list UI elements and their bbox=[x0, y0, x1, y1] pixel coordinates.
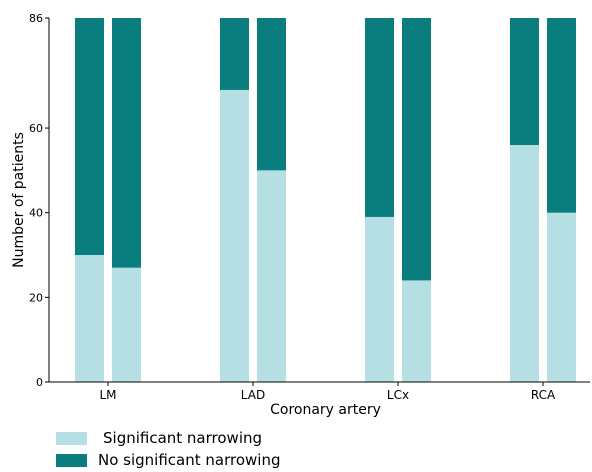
x-tick-label-rca: RCA bbox=[531, 388, 556, 402]
legend-swatch-no-significant-narrowing bbox=[56, 454, 87, 467]
bar-lcx-1-significant-narrowing bbox=[365, 216, 394, 382]
x-axis-title: Coronary artery bbox=[270, 402, 381, 418]
y-tick-label-60: 60 bbox=[29, 122, 43, 135]
legend-swatch-significant-narrowing bbox=[56, 432, 87, 445]
y-tick-label-40: 40 bbox=[29, 207, 43, 220]
bar-lad-2-significant-narrowing bbox=[257, 170, 286, 382]
legend-label-significant-narrowing: Significant narrowing bbox=[103, 429, 262, 447]
bar-lcx-2-no-significant-narrowing bbox=[402, 18, 431, 281]
bars-layer bbox=[75, 18, 576, 382]
bar-rca-1-no-significant-narrowing bbox=[510, 18, 539, 145]
x-tick-label-lm: LM bbox=[99, 388, 116, 402]
bar-lad-2-no-significant-narrowing bbox=[257, 18, 286, 171]
x-tick-label-lad: LAD bbox=[241, 388, 265, 402]
bar-lm-2-significant-narrowing bbox=[112, 267, 141, 382]
bar-lad-1-no-significant-narrowing bbox=[220, 18, 249, 90]
y-axis-ticks: 0 20 40 60 86 bbox=[29, 12, 49, 389]
bar-lm-1-significant-narrowing bbox=[75, 255, 104, 382]
bar-lm-2-no-significant-narrowing bbox=[112, 18, 141, 268]
chart-legend: Significant narrowing No significant nar… bbox=[56, 429, 280, 469]
bar-rca-1-significant-narrowing bbox=[510, 144, 539, 382]
y-tick-label-86: 86 bbox=[29, 12, 43, 25]
y-axis-title: Number of patients bbox=[11, 132, 27, 268]
bar-lm-1-no-significant-narrowing bbox=[75, 18, 104, 256]
bar-rca-2-significant-narrowing bbox=[547, 212, 576, 382]
bar-lcx-2-significant-narrowing bbox=[402, 280, 431, 382]
bar-lad-1-significant-narrowing bbox=[220, 89, 249, 382]
bar-rca-2-no-significant-narrowing bbox=[547, 18, 576, 213]
y-tick-label-0: 0 bbox=[36, 376, 43, 389]
axes-layer: 0 20 40 60 86 LM LAD LCx RCA bbox=[29, 12, 590, 402]
legend-label-no-significant-narrowing: No significant narrowing bbox=[98, 451, 280, 468]
bar-lcx-1-no-significant-narrowing bbox=[365, 18, 394, 217]
x-tick-label-lcx: LCx bbox=[387, 388, 409, 402]
x-axis-ticks: LM LAD LCx RCA bbox=[99, 382, 556, 402]
y-tick-label-20: 20 bbox=[29, 291, 43, 304]
